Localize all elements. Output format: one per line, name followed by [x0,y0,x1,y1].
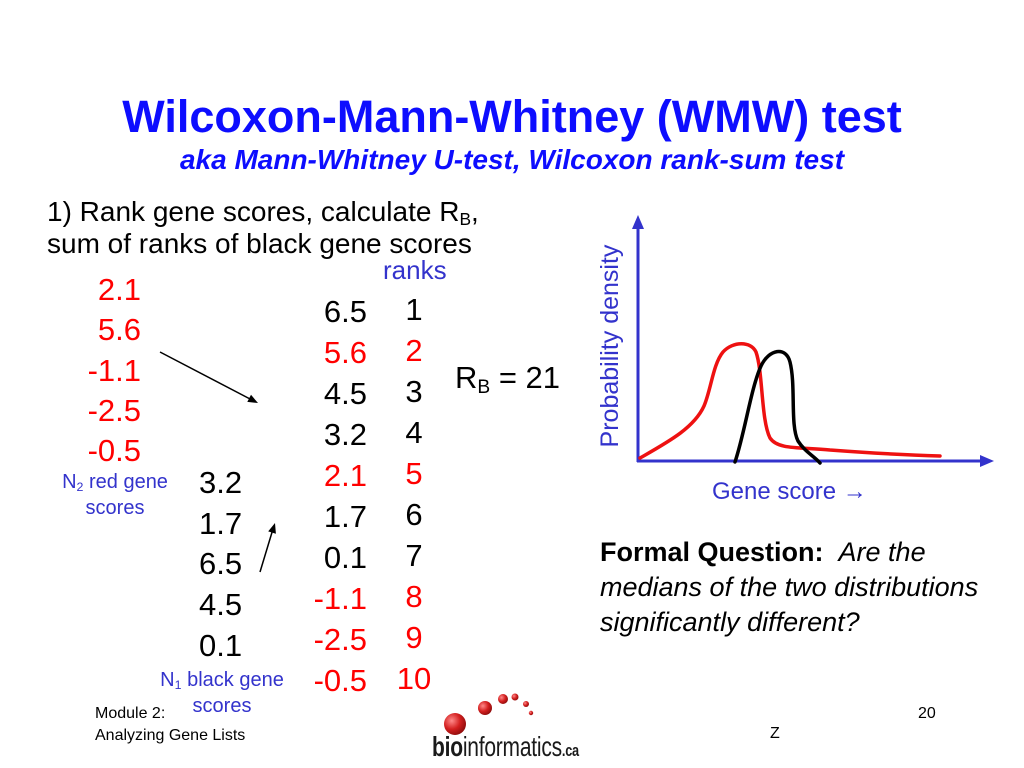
footer-module: Module 2: Analyzing Gene Lists [95,703,245,747]
logo-text: informatics [462,731,562,762]
rank-value: 4 [405,415,423,450]
rank-value: 9 [405,620,423,655]
black-score: 3.2 [199,465,243,500]
step-line-1-text: 1) Rank gene scores, calculate R [47,196,460,227]
plot-x-axis-label: Gene score [712,478,867,505]
rank-value: 2 [405,333,423,368]
rank-sum-value: = 21 [490,360,561,395]
footer-mark: Z [770,725,780,742]
black-scores-label-line-1: N1 black gene [142,667,302,693]
combined-score: -1.1 [313,581,367,616]
rank-value: 6 [405,497,423,532]
rank-sum-result: RB = 21 [455,358,560,398]
red-score: -1.1 [87,352,141,388]
ranks-header: ranks [383,255,447,285]
red-scores-label-line-2: scores [85,497,145,519]
rank-value: 10 [396,661,432,696]
black-score: 1.7 [199,505,243,541]
arrow-red-to-combined-head [247,394,258,403]
combined-score: 4.5 [323,376,367,411]
rank-value: 1 [405,292,423,327]
x-axis-arrowhead [980,455,994,467]
logo: bioinformatics.ca [432,733,579,765]
black-scores-list: 3.2 1.7 6.5 4.5 0.1 [199,463,269,667]
footer-module-line-1: Module 2: [95,705,166,722]
combined-score: -2.5 [313,622,367,657]
formal-question-text-1: Are the [838,537,926,567]
arrow-red-to-combined [159,351,253,401]
slide-title: Wilcoxon-Mann-Whitney (WMW) test [122,91,902,142]
red-score: -2.5 [87,392,141,428]
combined-score: 1.7 [323,499,367,534]
black-distribution-curve [733,349,822,465]
plot-x-axis-label-text: Gene score [712,478,837,505]
black-label-n: N [160,669,175,691]
rank-value: 3 [405,374,423,409]
red-score: 5.6 [97,312,141,348]
formal-question: Formal Question: Are the medians of the … [600,535,978,640]
arrow-right-icon [843,478,867,505]
combined-score: -0.5 [313,663,367,698]
rank-value: 5 [405,456,423,491]
black-scores-label: N1 black gene scores [142,667,302,719]
black-label-text: black gene [181,669,284,691]
formal-question-line-1: Formal Question: Are the [600,535,978,570]
red-score: -0.5 [87,433,141,469]
black-score: 4.5 [199,587,243,623]
red-distribution-curve [638,342,942,460]
step-line-1: 1) Rank gene scores, calculate RB, [47,196,479,228]
step-line-1-end: , [471,196,479,227]
combined-score: 3.2 [323,417,367,452]
page-number: 20 [918,705,936,722]
footer-module-line-2: Analyzing Gene Lists [95,727,246,744]
black-score: 6.5 [199,546,243,582]
combined-score: 2.1 [323,458,367,493]
combined-score: 5.6 [323,335,367,370]
red-label-subscript: 2 [76,479,84,494]
rank-sum-subscript: B [477,376,491,398]
formal-question-text-2: medians of the two distributions [600,572,979,602]
step-instructions: 1) Rank gene scores, calculate RB, sum o… [47,196,479,260]
combined-scores-list: 6.5 5.6 4.5 3.2 2.1 1.7 0.1 -1.1 -2.5 -0… [285,291,367,701]
logo-suffix: .ca [561,741,579,760]
black-label-subscript: 1 [174,677,182,692]
rank-value: 8 [405,579,423,614]
slide-subtitle: aka Mann-Whitney U-test, Wilcoxon rank-s… [179,144,845,175]
red-scores-label-line-1: N2 red gene [40,469,190,495]
formal-question-text-3: significantly different? [600,607,860,637]
logo-dots-icon [444,693,534,735]
black-score: 0.1 [199,627,243,663]
combined-score: 6.5 [323,294,367,329]
y-axis-arrowhead [632,215,644,229]
combined-score: 0.1 [323,540,367,575]
red-score: 2.1 [97,272,141,307]
formal-question-heading: Formal Question: [600,537,824,567]
logo-text-bold: bio [432,731,463,762]
step-line-2: sum of ranks of black gene scores [47,228,472,259]
red-scores-list: 2.1 5.6 -1.1 -2.5 -0.5 [50,270,141,471]
arrow-black-to-combined-head [268,523,276,534]
red-label-text: red gene [83,471,168,493]
rank-value: 7 [405,538,423,573]
black-scores-label-line-2: scores [192,695,252,717]
ranks-list: 1 2 3 4 5 6 7 8 9 10 [384,289,444,699]
rank-sum-symbol: R [455,360,478,395]
plot-y-axis-label: Probability density [596,244,624,448]
step-line-1-subscript: B [459,209,472,230]
red-scores-label: N2 red gene scores [40,469,190,521]
red-label-n: N [62,471,77,493]
